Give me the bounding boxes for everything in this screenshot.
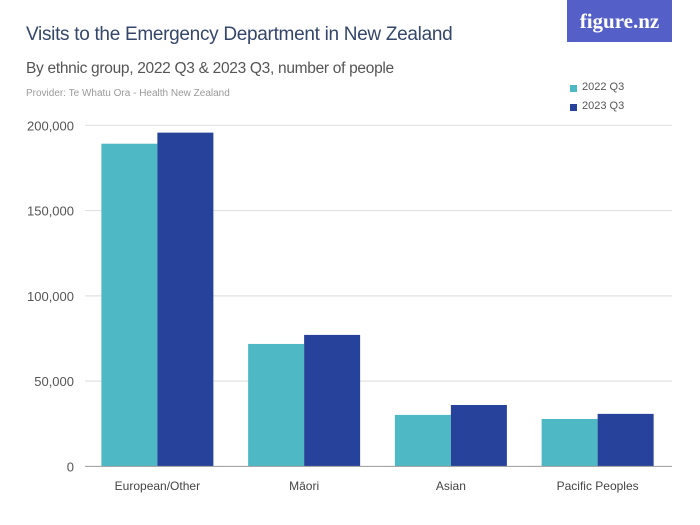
bar-2023 xyxy=(304,334,361,467)
bar-2023 xyxy=(157,132,214,467)
y-tick-label: 150,000 xyxy=(27,204,74,219)
bar-2023 xyxy=(450,405,507,467)
bar-2022 xyxy=(248,343,305,467)
chart-title: Visits to the Emergency Department in Ne… xyxy=(26,24,453,45)
x-tick-label: Māori xyxy=(289,479,319,493)
provider-text: Provider: Te Whatu Ora - Health New Zeal… xyxy=(26,88,230,99)
legend-label: 2022 Q3 xyxy=(582,80,625,93)
y-tick-label: 50,000 xyxy=(34,374,74,389)
x-tick-label: Pacific Peoples xyxy=(557,479,639,493)
x-tick-label: European/Other xyxy=(115,479,200,493)
legend-item-2023: 2023 Q3 xyxy=(570,96,624,115)
chart-subtitle: By ethnic group, 2022 Q3 & 2023 Q3, numb… xyxy=(26,60,394,77)
legend: 2022 Q3 2023 Q3 xyxy=(570,77,624,115)
bar-2022 xyxy=(541,418,598,467)
x-tick-label: Asian xyxy=(436,479,466,493)
y-tick-label: 200,000 xyxy=(27,118,74,133)
figure-nz-logo[interactable]: figure.nz xyxy=(567,0,672,42)
legend-swatch xyxy=(570,103,577,111)
bar-2023 xyxy=(597,413,654,467)
y-tick-label: 0 xyxy=(67,459,74,474)
y-tick-label: 100,000 xyxy=(27,289,74,304)
bar-2022 xyxy=(101,143,158,467)
bar-2022 xyxy=(394,414,451,467)
legend-swatch xyxy=(570,84,577,92)
legend-label: 2023 Q3 xyxy=(582,99,625,112)
legend-item-2022: 2022 Q3 xyxy=(570,77,624,96)
